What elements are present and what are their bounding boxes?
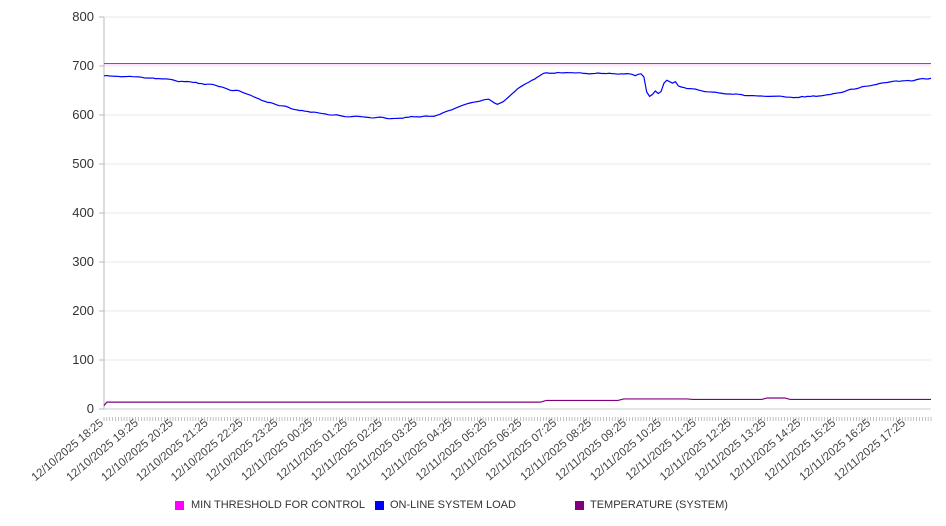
svg-text:700: 700: [72, 58, 94, 73]
svg-text:400: 400: [72, 205, 94, 220]
svg-text:100: 100: [72, 352, 94, 367]
svg-text:500: 500: [72, 156, 94, 171]
svg-text:0: 0: [87, 401, 94, 416]
svg-text:600: 600: [72, 107, 94, 122]
svg-text:800: 800: [72, 9, 94, 24]
svg-text:200: 200: [72, 303, 94, 318]
svg-text:300: 300: [72, 254, 94, 269]
